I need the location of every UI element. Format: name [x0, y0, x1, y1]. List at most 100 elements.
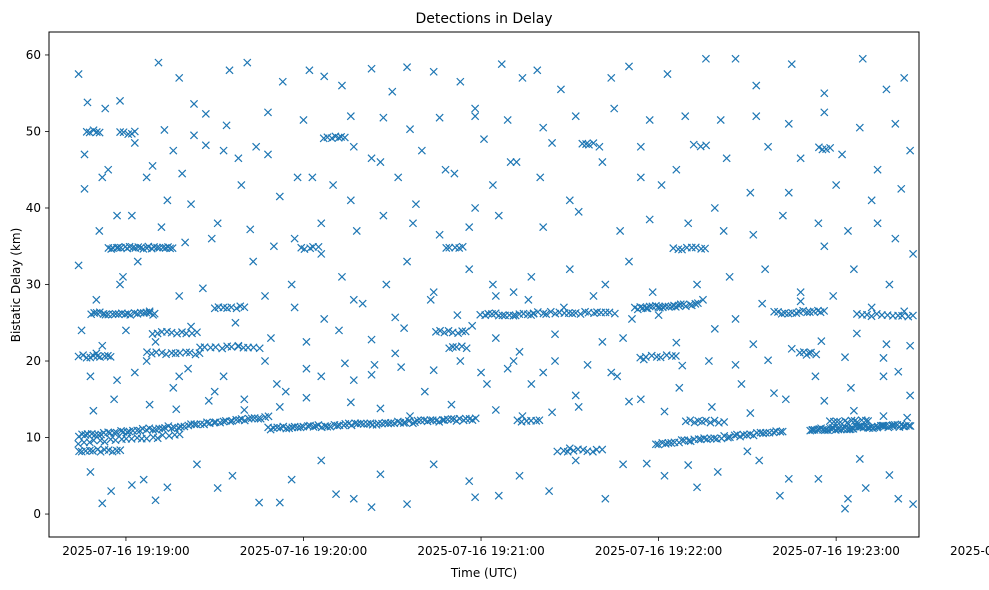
- data-point: [571, 308, 580, 318]
- data-point: [101, 310, 110, 319]
- data-point: [701, 416, 710, 425]
- data-point: [309, 422, 318, 431]
- data-point: [346, 196, 355, 205]
- data-point: [82, 127, 91, 136]
- data-point: [153, 434, 162, 443]
- data-point: [667, 438, 676, 447]
- data-point: [689, 140, 698, 149]
- data-point: [702, 141, 711, 150]
- data-point: [904, 421, 913, 430]
- data-point: [471, 414, 480, 423]
- data-point: [79, 351, 88, 360]
- data-point: [169, 383, 178, 392]
- data-point: [192, 460, 201, 469]
- y-tick-label: 20: [26, 354, 41, 368]
- data-point: [532, 416, 541, 425]
- data-point: [849, 406, 858, 415]
- data-point: [701, 244, 710, 253]
- data-point: [776, 427, 785, 436]
- data-point: [891, 119, 900, 128]
- data-point: [240, 395, 249, 404]
- data-point: [749, 340, 758, 349]
- data-point: [376, 470, 385, 479]
- data-point: [302, 364, 311, 373]
- data-point: [92, 349, 101, 358]
- data-point: [675, 383, 684, 392]
- data-point: [672, 338, 681, 347]
- data-point: [103, 351, 112, 360]
- data-point: [189, 131, 199, 140]
- data-point: [77, 326, 86, 335]
- data-point: [836, 418, 845, 427]
- data-point: [619, 334, 628, 343]
- data-point: [100, 437, 109, 446]
- data-point: [447, 400, 456, 409]
- data-point: [403, 500, 412, 509]
- data-point: [225, 66, 234, 75]
- data-point: [601, 494, 610, 503]
- data-point: [488, 280, 497, 289]
- data-point: [254, 414, 263, 423]
- data-point: [576, 310, 585, 319]
- data-point: [457, 342, 466, 351]
- data-point: [565, 196, 574, 205]
- data-point: [112, 428, 121, 437]
- data-point: [624, 257, 634, 266]
- data-point: [784, 119, 793, 128]
- data-point: [761, 265, 770, 274]
- data-point: [568, 309, 577, 318]
- data-point: [349, 494, 358, 503]
- data-point: [462, 344, 471, 353]
- data-point: [471, 104, 480, 113]
- data-point: [228, 471, 237, 480]
- data-point: [894, 494, 903, 503]
- data-point: [243, 58, 252, 67]
- data-point: [139, 475, 148, 484]
- data-point: [139, 308, 148, 317]
- data-point: [769, 389, 779, 398]
- data-point: [491, 334, 500, 343]
- data-point: [329, 181, 338, 190]
- data-point: [550, 330, 560, 339]
- data-point: [237, 181, 246, 190]
- data-point: [151, 496, 160, 505]
- data-point: [86, 467, 95, 476]
- data-point: [843, 494, 853, 503]
- data-point: [775, 491, 784, 500]
- data-point: [148, 161, 157, 170]
- data-point: [88, 446, 97, 456]
- data-point: [468, 321, 477, 330]
- data-point: [347, 421, 356, 430]
- data-point: [867, 303, 876, 312]
- data-point: [404, 416, 413, 425]
- data-point: [458, 242, 467, 251]
- data-point: [89, 436, 98, 445]
- data-point: [118, 272, 128, 281]
- data-point: [651, 301, 660, 310]
- data-point: [787, 60, 796, 69]
- data-point: [299, 115, 308, 125]
- data-point: [458, 327, 467, 336]
- data-point: [367, 154, 376, 163]
- data-point: [153, 243, 162, 252]
- data-point: [356, 419, 365, 428]
- data-point: [654, 311, 663, 320]
- x-tick-label: 2025-07-16 19:21:00: [417, 544, 544, 558]
- data-point: [260, 356, 270, 366]
- data-point: [677, 245, 687, 254]
- data-point: [806, 348, 815, 357]
- data-point: [506, 158, 515, 167]
- data-point: [890, 420, 899, 429]
- data-point: [176, 422, 185, 431]
- data-point: [403, 257, 412, 266]
- data-point: [855, 123, 864, 132]
- data-point: [873, 165, 882, 174]
- data-point: [121, 326, 130, 335]
- data-point: [710, 434, 719, 443]
- data-point: [891, 234, 900, 243]
- data-point: [616, 226, 625, 235]
- data-point: [408, 419, 417, 428]
- data-point: [761, 428, 770, 437]
- data-point: [515, 347, 524, 356]
- data-point: [515, 471, 524, 480]
